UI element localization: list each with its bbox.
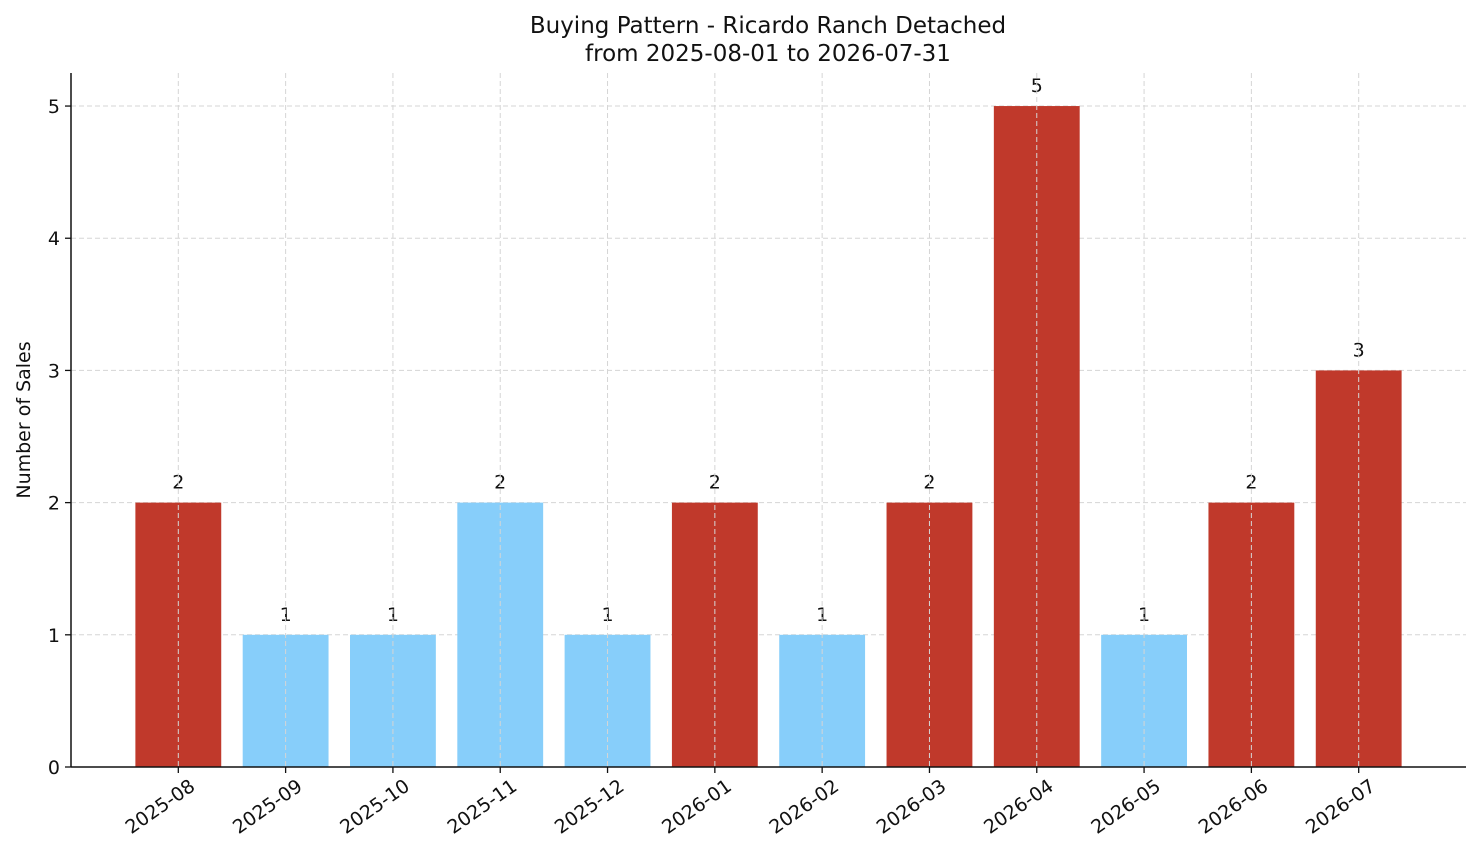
x-tick-label: 2026-07 [1302, 775, 1380, 839]
value-label: 3 [1353, 339, 1365, 361]
value-label: 1 [1138, 604, 1150, 626]
x-tick-label: 2026-01 [658, 775, 736, 839]
value-label: 1 [387, 604, 399, 626]
x-tick-label: 2025-12 [551, 775, 629, 839]
chart-title: Buying Pattern - Ricardo Ranch Detached [530, 13, 1006, 39]
value-label: 1 [280, 604, 292, 626]
x-tick-label: 2025-11 [443, 775, 521, 839]
y-tick-label: 3 [48, 360, 60, 382]
x-tick-label: 2025-08 [122, 775, 200, 839]
x-tick-label: 2026-05 [1087, 775, 1165, 839]
value-label: 1 [816, 604, 828, 626]
x-tick-label: 2025-10 [336, 775, 414, 839]
x-tick-label: 2026-06 [1195, 775, 1273, 839]
value-label: 1 [601, 604, 613, 626]
x-tick-label: 2026-03 [873, 775, 951, 839]
y-tick-label: 0 [48, 757, 60, 779]
y-tick-label: 2 [48, 493, 60, 515]
y-axis-label: Number of Sales [13, 341, 35, 498]
y-tick-label: 4 [48, 228, 60, 250]
value-label: 5 [1031, 75, 1043, 97]
y-tick-label: 5 [48, 96, 60, 118]
chart-subtitle: from 2025-08-01 to 2026-07-31 [585, 41, 951, 67]
y-tick-label: 1 [48, 625, 60, 647]
x-tick-label: 2026-02 [765, 775, 843, 839]
x-tick-label: 2025-09 [229, 775, 307, 839]
x-tick-label: 2026-04 [980, 775, 1058, 839]
